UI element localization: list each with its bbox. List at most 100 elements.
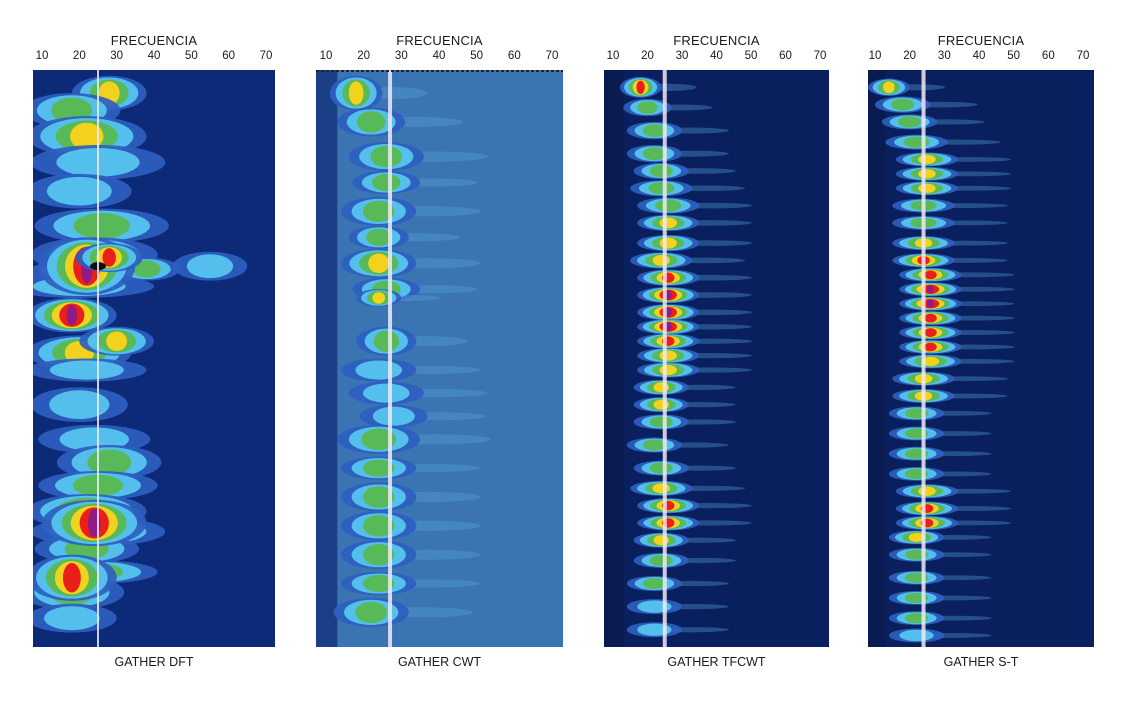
energy-row-24 xyxy=(33,603,117,633)
tick-label-10: 10 xyxy=(868,50,882,62)
energy-row-16 xyxy=(341,540,481,570)
tick-label-70: 70 xyxy=(813,50,827,62)
energy-row-10 xyxy=(637,269,753,286)
energy-row-14 xyxy=(341,482,481,512)
energy-row-15 xyxy=(341,511,481,541)
heatmap-svg xyxy=(604,70,829,647)
energy-row-25 xyxy=(895,501,1012,516)
energy-row-15 xyxy=(899,325,1015,340)
energy-row-11 xyxy=(637,286,753,304)
energy-row-0 xyxy=(619,76,697,98)
frequency-axis-title: FRECUENCIA xyxy=(110,33,198,48)
energy-row-26 xyxy=(895,516,1012,530)
tick-label-50: 50 xyxy=(184,50,198,62)
energy-row-3 xyxy=(352,170,478,195)
energy-row-15 xyxy=(33,387,128,422)
energy-row-3 xyxy=(885,134,1001,150)
energy-row-19 xyxy=(633,414,736,430)
frequency-axis-title: FRECUENCIA xyxy=(673,33,760,48)
energy-row-18 xyxy=(633,397,736,413)
energy-row-14 xyxy=(33,358,147,382)
energy-row-0 xyxy=(329,75,428,111)
energy-row-4 xyxy=(895,152,1012,167)
energy-row-10 xyxy=(348,381,488,405)
energy-row-15 xyxy=(637,348,753,364)
tick-label-70: 70 xyxy=(259,50,273,62)
tick-label-20: 20 xyxy=(357,50,371,62)
tick-label-30: 30 xyxy=(110,50,124,62)
panel-label: GATHER DFT xyxy=(114,655,194,669)
energy-row-22 xyxy=(888,446,992,461)
energy-row-28 xyxy=(888,547,992,562)
energy-peak-2 xyxy=(42,499,147,547)
panel-label: GATHER TFCWT xyxy=(667,655,766,669)
tick-label-70: 70 xyxy=(545,50,559,62)
energy-peak-1 xyxy=(75,243,143,272)
tick-label-20: 20 xyxy=(903,50,917,62)
heatmap-tfcwt xyxy=(604,70,829,647)
tick-label-70: 70 xyxy=(1076,50,1090,62)
energy-peak-3 xyxy=(33,554,117,601)
energy-layer xyxy=(33,75,248,633)
frequency-axis-title: FRECUENCIA xyxy=(937,33,1025,48)
energy-row-11 xyxy=(899,267,1015,282)
tick-label-20: 20 xyxy=(72,50,86,62)
energy-row-12 xyxy=(337,424,491,454)
heatmap-svg xyxy=(316,70,563,647)
energy-row-13 xyxy=(79,326,154,356)
energy-row-9 xyxy=(630,252,746,269)
energy-row-3 xyxy=(33,145,166,180)
energy-row-13 xyxy=(899,296,1015,311)
energy-row-8 xyxy=(356,326,468,356)
tick-label-50: 50 xyxy=(744,50,758,62)
tick-label-10: 10 xyxy=(319,50,333,62)
tick-label-40: 40 xyxy=(972,50,986,62)
energy-row-5 xyxy=(34,208,169,244)
tick-label-50: 50 xyxy=(470,50,484,62)
tick-label-50: 50 xyxy=(1007,50,1021,62)
tick-label-30: 30 xyxy=(675,50,689,62)
low-frequency-band xyxy=(868,70,886,647)
energy-row-4 xyxy=(341,196,481,226)
energy-row-4 xyxy=(633,162,736,180)
energy-row-23 xyxy=(637,498,753,514)
energy-row-6 xyxy=(637,197,753,214)
panel-label: GATHER CWT xyxy=(397,655,482,669)
heatmap-cwt xyxy=(316,70,563,647)
energy-row-0 xyxy=(868,78,946,96)
energy-row-1 xyxy=(623,98,713,117)
tick-label-30: 30 xyxy=(394,50,408,62)
energy-row-25 xyxy=(633,532,736,548)
energy-row-17 xyxy=(56,445,162,480)
energy-row-5 xyxy=(630,180,746,197)
energy-row-16 xyxy=(637,362,753,378)
low-frequency-band xyxy=(316,70,338,647)
tick-label-10: 10 xyxy=(606,50,620,62)
heatmap-st xyxy=(868,70,1094,647)
energy-layer xyxy=(619,76,753,638)
energy-row-13 xyxy=(341,456,481,480)
energy-row-11 xyxy=(359,404,486,428)
energy-row-1 xyxy=(875,96,978,113)
tick-label-60: 60 xyxy=(1041,50,1055,62)
heatmap-svg xyxy=(868,70,1094,647)
energy-row-14 xyxy=(637,333,753,349)
energy-row-4 xyxy=(33,173,132,209)
heatmap-dft xyxy=(33,70,275,647)
energy-row-8 xyxy=(637,235,753,252)
heatmap-svg xyxy=(33,70,275,647)
energy-row-31 xyxy=(888,611,992,626)
tick-label-40: 40 xyxy=(147,50,161,62)
energy-row-2 xyxy=(881,114,985,130)
panel-label: GATHER S-T xyxy=(943,655,1019,669)
tick-label-40: 40 xyxy=(710,50,723,62)
energy-row-9 xyxy=(172,251,248,281)
tick-label-60: 60 xyxy=(222,50,236,62)
frequency-axis-title: FRECUENCIA xyxy=(396,33,483,48)
energy-row-10 xyxy=(33,297,117,333)
tick-label-20: 20 xyxy=(641,50,654,62)
energy-row-5 xyxy=(348,225,461,249)
tick-label-30: 30 xyxy=(937,50,951,62)
energy-row-17 xyxy=(341,571,481,596)
